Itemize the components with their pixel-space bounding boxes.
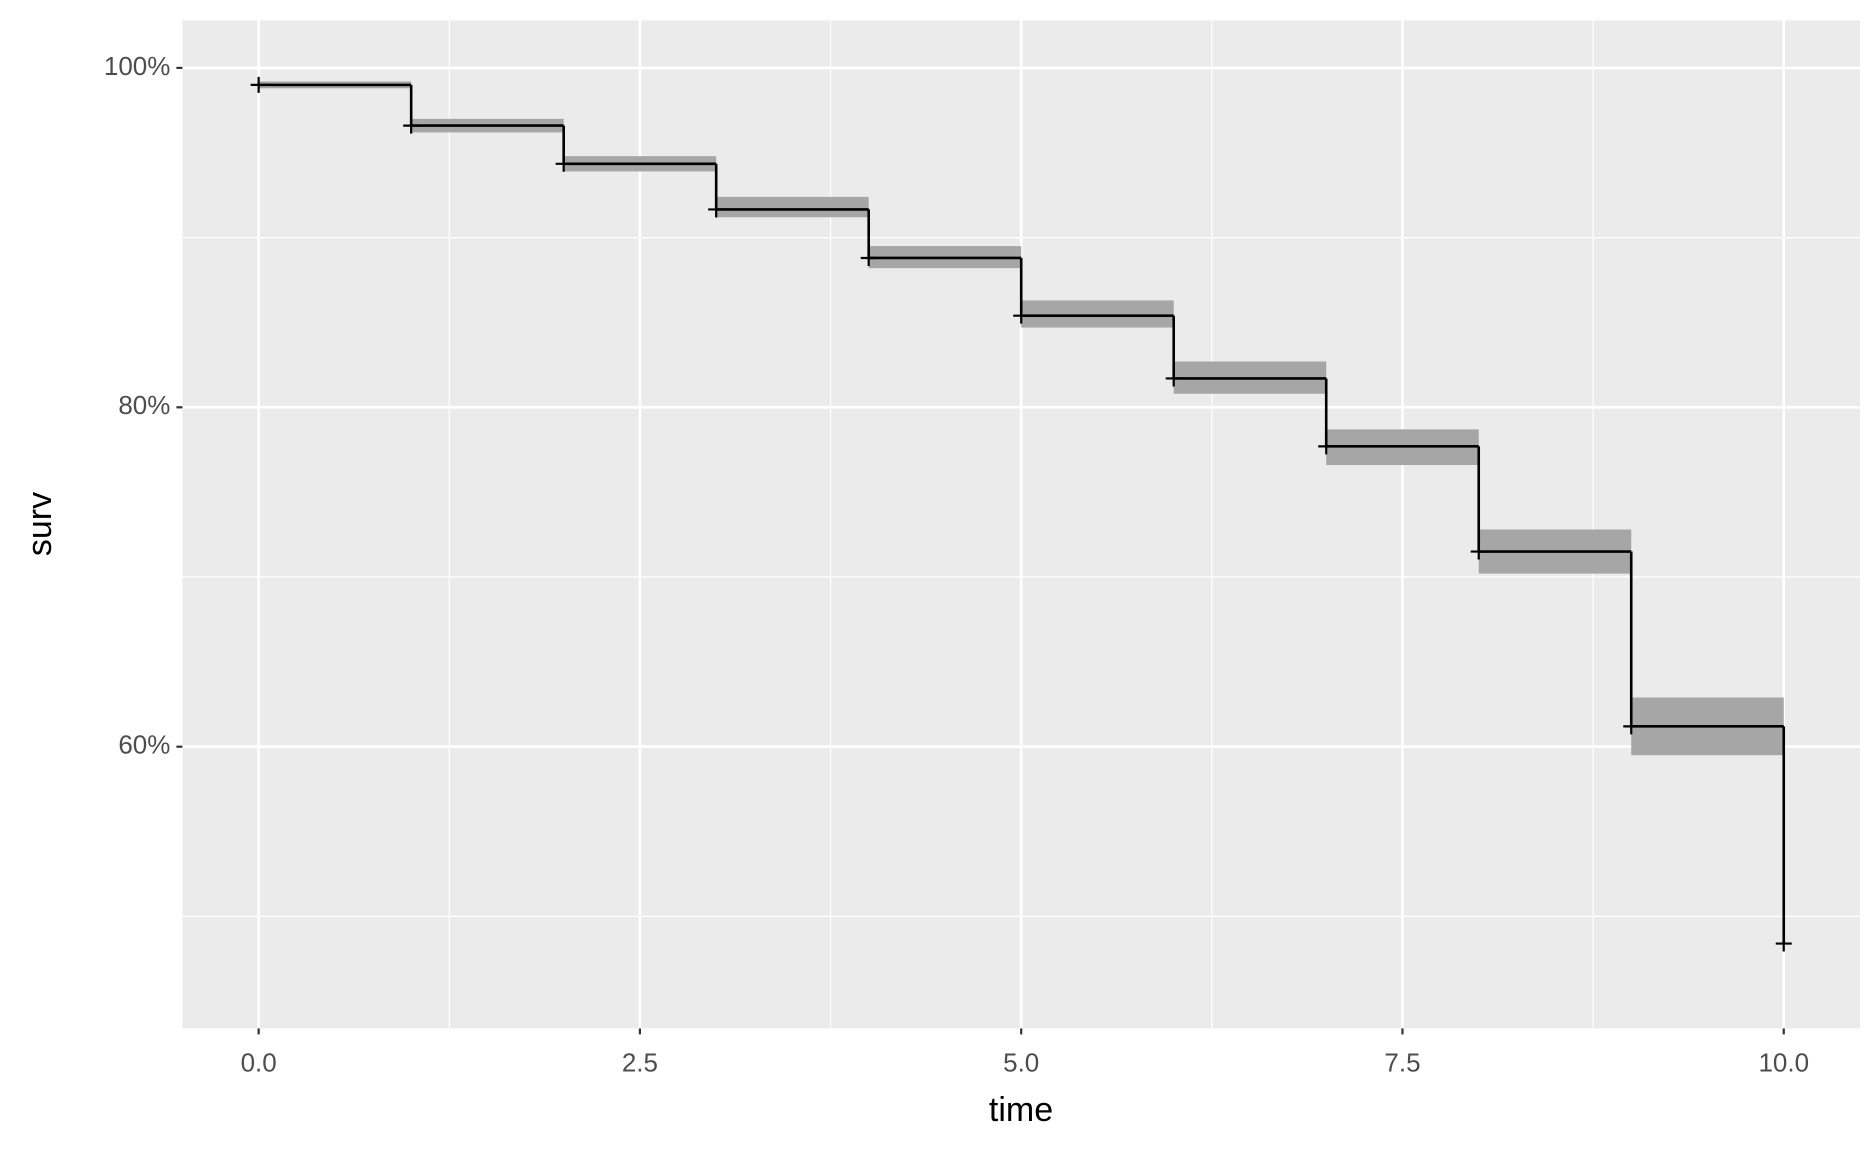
confidence-band [1021, 300, 1174, 328]
y-tick-label: 80% [118, 390, 170, 420]
censor-mark [403, 117, 420, 134]
censor-mark [555, 155, 572, 172]
censor-mark [1165, 370, 1182, 387]
censor-mark [1470, 543, 1487, 560]
x-tick-label: 7.5 [1384, 1047, 1420, 1077]
censor-mark [860, 249, 877, 266]
x-tick-label: 10.0 [1758, 1047, 1809, 1077]
censor-mark [1775, 935, 1792, 952]
confidence-band [716, 196, 869, 218]
x-tick-label: 2.5 [622, 1047, 658, 1077]
x-tick-label: 5.0 [1003, 1047, 1039, 1077]
censor-mark [250, 76, 267, 93]
censor-mark [1318, 438, 1335, 455]
y-axis-title: surv [21, 492, 59, 556]
x-tick-label: 0.0 [241, 1047, 277, 1077]
censor-mark [1013, 307, 1030, 324]
y-tick-label: 100% [104, 51, 171, 81]
censor-mark [1623, 718, 1640, 735]
x-axis-title: time [989, 1091, 1053, 1129]
y-tick-label: 60% [118, 730, 170, 760]
censor-mark [708, 201, 725, 218]
